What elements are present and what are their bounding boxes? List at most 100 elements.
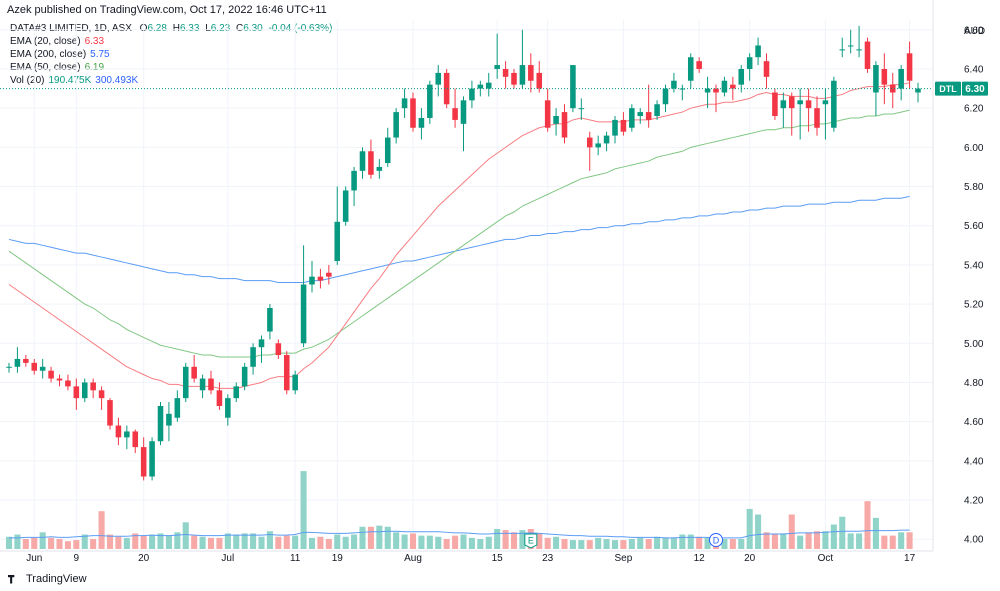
candle bbox=[73, 378, 80, 410]
candle bbox=[166, 402, 172, 442]
candle-body bbox=[435, 72, 442, 85]
candle-body bbox=[182, 366, 189, 399]
candle-body bbox=[81, 382, 88, 399]
candle-body bbox=[629, 108, 635, 128]
volume-bar bbox=[494, 528, 501, 549]
candle-body bbox=[208, 378, 214, 391]
candlesticks bbox=[6, 25, 921, 481]
candle-body bbox=[107, 400, 113, 426]
candle-body bbox=[225, 398, 231, 418]
candle-body bbox=[443, 72, 450, 105]
volume-bar bbox=[241, 533, 248, 549]
ema200-row[interactable]: EMA (200, close) 5.75 bbox=[10, 48, 332, 61]
candle-body bbox=[645, 112, 652, 120]
price-tick-label: 6.20 bbox=[964, 104, 984, 115]
close-label: C bbox=[236, 23, 244, 34]
ema50-row[interactable]: EMA (50, close) 6.19 bbox=[10, 61, 332, 74]
candle bbox=[435, 65, 442, 97]
volume-bar bbox=[39, 532, 46, 549]
volume-bar bbox=[115, 536, 122, 549]
candle bbox=[216, 382, 223, 410]
candle-body bbox=[755, 45, 761, 58]
price-tick-label: 4.00 bbox=[964, 535, 984, 546]
ema200-value: 5.75 bbox=[90, 49, 110, 60]
candle bbox=[157, 402, 164, 446]
candle bbox=[267, 304, 273, 340]
candle bbox=[502, 61, 509, 89]
candle-body bbox=[772, 92, 778, 117]
volume-bar bbox=[266, 531, 273, 549]
ema200-label: EMA (200, close) bbox=[10, 49, 87, 60]
symbol-label[interactable]: DATA#3 LIMITED, 1D, ASX bbox=[10, 23, 132, 34]
volume-bar bbox=[536, 533, 543, 549]
candle-body bbox=[704, 88, 711, 93]
candle bbox=[292, 370, 298, 395]
candle bbox=[326, 264, 332, 285]
volume-bar bbox=[90, 538, 97, 549]
ema20-label: EMA (20, close) bbox=[10, 36, 81, 47]
candle-body bbox=[410, 98, 416, 128]
candle bbox=[443, 68, 450, 109]
candle bbox=[839, 37, 846, 58]
candle-body bbox=[174, 398, 181, 418]
volume-bar bbox=[721, 538, 728, 549]
candle bbox=[376, 159, 383, 179]
candle-body bbox=[300, 284, 307, 344]
grid bbox=[0, 0, 934, 552]
candle-body bbox=[283, 355, 290, 391]
volume-bar bbox=[317, 536, 324, 549]
candle-body bbox=[90, 382, 96, 391]
candle-body bbox=[746, 57, 753, 69]
candle-body bbox=[56, 378, 63, 381]
close-value: 6.30 bbox=[243, 23, 263, 34]
candle bbox=[107, 398, 113, 430]
volume-bar bbox=[149, 534, 156, 549]
time-tick-label: 9 bbox=[74, 553, 80, 564]
volume-bar bbox=[645, 538, 652, 549]
volume-bar bbox=[64, 541, 71, 549]
volume-bar bbox=[586, 540, 593, 549]
candle-body bbox=[898, 68, 904, 89]
volume-bar bbox=[477, 538, 484, 549]
time-tick-label: Sep bbox=[615, 553, 633, 564]
volume-bar bbox=[376, 525, 383, 549]
volume-bar bbox=[22, 538, 29, 549]
candle bbox=[317, 268, 324, 289]
volume-row[interactable]: Vol (20) 190.475K 300.493K bbox=[10, 74, 332, 87]
volume-bar bbox=[426, 535, 433, 549]
candle-body bbox=[528, 65, 534, 81]
candle-body bbox=[477, 84, 484, 89]
ema20-line bbox=[8, 82, 910, 389]
candle bbox=[300, 245, 307, 348]
volume-bar bbox=[662, 537, 669, 549]
candle bbox=[898, 65, 904, 101]
tradingview-brand[interactable]: TradingView bbox=[8, 573, 87, 585]
price-tick-label: 5.60 bbox=[964, 221, 984, 232]
volume-bar bbox=[418, 535, 425, 549]
volume-bar bbox=[5, 536, 13, 549]
candle bbox=[847, 29, 854, 54]
volume-bar bbox=[704, 537, 711, 549]
candle-body bbox=[612, 119, 618, 136]
high-value: 6.33 bbox=[179, 23, 200, 34]
open-value: 6.28 bbox=[147, 23, 167, 34]
candle bbox=[687, 53, 694, 89]
candle-body bbox=[586, 137, 593, 148]
volume-bar bbox=[654, 536, 661, 549]
ema20-row[interactable]: EMA (20, close) 6.33 bbox=[10, 35, 332, 48]
volume-bar bbox=[165, 535, 172, 549]
volume-bar bbox=[544, 537, 551, 549]
time-axis[interactable]: Jun 9 20 Jul 11 19 Aug 15 23 Sep 12 20 Oct 17 bbox=[26, 553, 915, 564]
symbol-tag-text: DTL bbox=[939, 84, 957, 94]
candle bbox=[494, 33, 500, 79]
candle-body bbox=[376, 166, 383, 171]
volume-bar bbox=[561, 538, 568, 549]
candle bbox=[384, 127, 391, 167]
volume-bar bbox=[738, 538, 745, 549]
volume-bar bbox=[569, 540, 576, 549]
volume-bar bbox=[48, 537, 55, 549]
candle-body bbox=[671, 80, 677, 89]
volume-bar bbox=[906, 532, 913, 549]
